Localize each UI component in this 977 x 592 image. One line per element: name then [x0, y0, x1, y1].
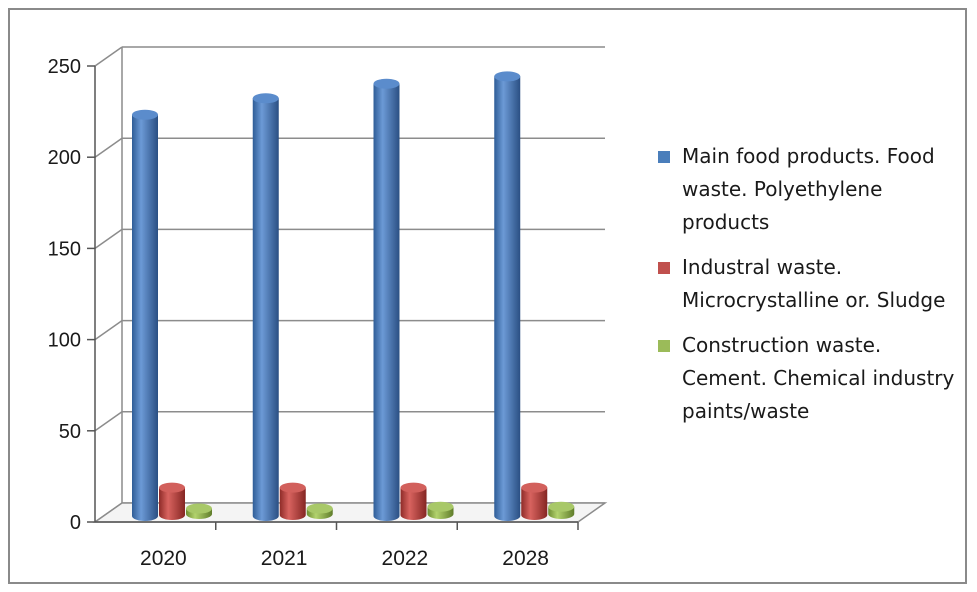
- x-tick-label: 2028: [502, 547, 549, 570]
- y-tick-label: 250: [48, 56, 81, 78]
- gridline-depth: [94, 46, 123, 67]
- bar: [159, 482, 185, 520]
- legend-item-industrial: Industral waste. Microcrystalline or. Sl…: [658, 251, 968, 317]
- bar: [279, 482, 306, 520]
- bar-top: [159, 482, 185, 493]
- bar: [132, 109, 158, 521]
- bar-body: [159, 487, 185, 520]
- bar-top: [521, 482, 548, 493]
- y-tick-label: 50: [59, 421, 81, 443]
- bar: [252, 93, 279, 521]
- bar-body: [373, 83, 400, 521]
- bar-body: [521, 487, 548, 520]
- bar-top: [373, 78, 400, 89]
- bar-top: [132, 109, 158, 120]
- bar-body: [132, 114, 158, 521]
- gridline-depth: [94, 411, 123, 432]
- x-tick-label: 2020: [140, 547, 187, 570]
- bar-top: [279, 482, 306, 493]
- gridline-depth: [94, 319, 123, 341]
- legend-swatch-construction: [658, 340, 670, 352]
- bar: [521, 482, 548, 520]
- bar-body: [279, 487, 306, 520]
- legend-label-construction: Construction waste. Cement. Chemical ind…: [682, 333, 955, 423]
- bar-top: [252, 93, 279, 104]
- bar: [186, 503, 212, 519]
- legend-label-industrial: Industral waste. Microcrystalline or. Sl…: [682, 255, 946, 312]
- legend-item-construction: Construction waste. Cement. Chemical ind…: [658, 329, 968, 428]
- bar-top: [427, 501, 454, 512]
- y-tick-label: 100: [48, 330, 81, 352]
- bar: [427, 501, 454, 519]
- bar: [373, 78, 400, 521]
- bar-body: [400, 487, 427, 520]
- bar: [494, 71, 521, 521]
- y-tick-label: 200: [48, 147, 81, 169]
- y-tick-label: 0: [70, 512, 81, 534]
- gridline-depth: [94, 228, 123, 250]
- bar: [548, 501, 575, 519]
- bar: [400, 482, 427, 520]
- bar-top: [548, 501, 575, 512]
- legend-label-main-food: Main food products. Food waste. Polyethy…: [682, 144, 935, 234]
- bar: [306, 503, 333, 519]
- x-tick-label: 2021: [261, 547, 308, 570]
- bar-top: [400, 482, 427, 493]
- legend-item-main-food: Main food products. Food waste. Polyethy…: [658, 140, 968, 239]
- legend-swatch-industrial: [658, 262, 670, 274]
- legend: Main food products. Food waste. Polyethy…: [658, 140, 968, 440]
- bar-body: [494, 76, 521, 521]
- legend-swatch-main-food: [658, 151, 670, 163]
- bar-top: [494, 71, 521, 82]
- bar-top: [186, 503, 212, 514]
- gridline-depth: [94, 137, 123, 158]
- x-tick-label: 2022: [382, 547, 429, 570]
- bar-body: [252, 98, 279, 521]
- bar-top: [306, 503, 333, 514]
- y-tick-label: 150: [48, 238, 81, 260]
